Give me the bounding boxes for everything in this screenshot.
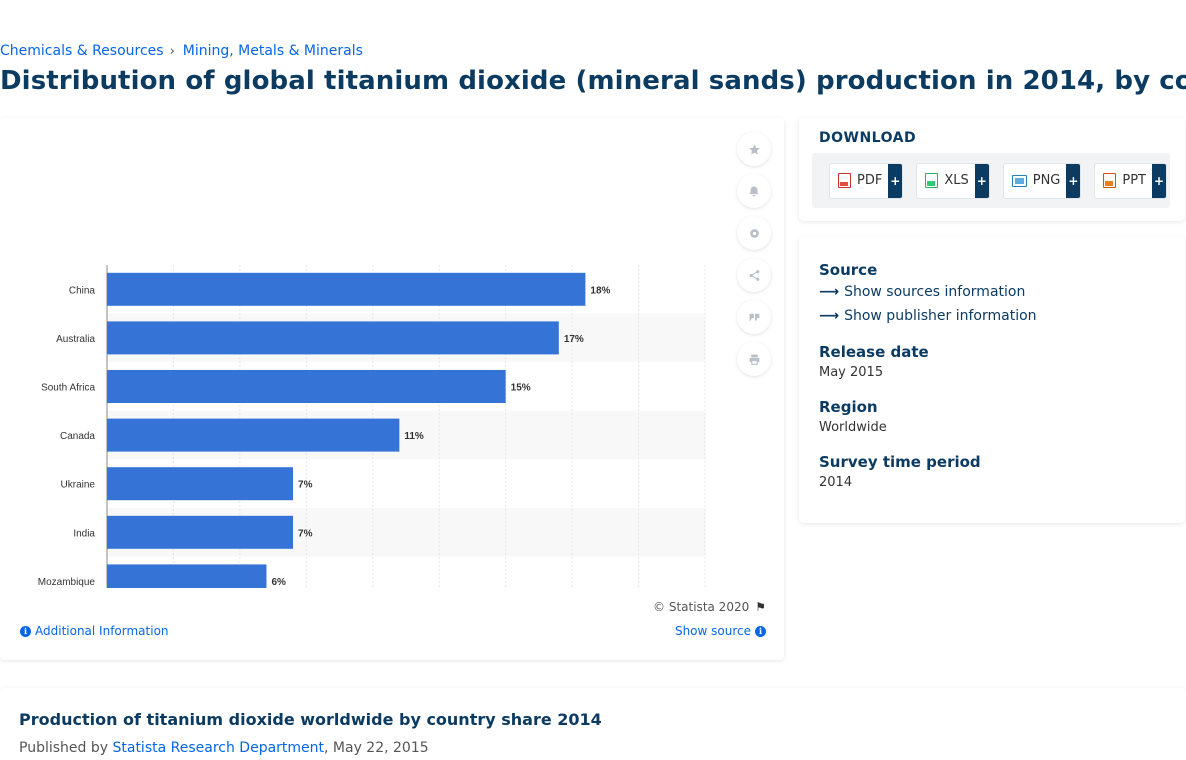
published-by-label: Published by (19, 740, 113, 756)
info-panel: Source ⟶ Show sources information ⟶ Show… (799, 237, 1185, 523)
download-header: DOWNLOAD (819, 130, 917, 146)
bar-mozambique (107, 564, 267, 588)
star-icon[interactable] (737, 132, 771, 166)
region-value: Worldwide (819, 420, 887, 435)
survey-period-value: 2014 (819, 475, 853, 490)
bar-australia (107, 321, 559, 355)
category-label: Canada (60, 431, 95, 442)
release-date-value: May 2015 (819, 365, 884, 380)
png-label: PNG (1032, 173, 1061, 188)
png-plus[interactable]: + (1066, 163, 1081, 198)
data-label: 18% (590, 285, 610, 296)
quote-icon[interactable] (737, 300, 771, 334)
category-label: South Africa (41, 383, 95, 394)
survey-period-heading: Survey time period (819, 453, 981, 471)
flag-icon[interactable]: ⚑ (755, 600, 766, 614)
show-source-label: Show source (674, 624, 751, 638)
footer-panel: Production of titanium dioxide worldwide… (0, 688, 1186, 760)
data-label: 7% (298, 480, 313, 491)
published-by: Published by Statista Research Departmen… (19, 740, 429, 756)
arrow-right-icon: ⟶ (819, 284, 840, 300)
show-source-link[interactable]: Show source i (675, 624, 766, 638)
share-icon[interactable] (737, 258, 771, 292)
additional-info-label: Additional Information (35, 624, 169, 638)
show-sources-link[interactable]: ⟶ Show sources information (819, 284, 1025, 300)
download-png-button[interactable]: PNG + (1002, 162, 1082, 199)
breadcrumb-mining[interactable]: Mining, Metals & Minerals (182, 43, 363, 59)
source-heading: Source (819, 261, 878, 279)
copyright-text: © Statista 2020 (653, 600, 750, 614)
release-date-heading: Release date (819, 343, 929, 361)
chart-panel: China 18% Australia 17% South Africa 15% Canad… (0, 118, 784, 660)
data-label: 6% (271, 577, 286, 588)
download-pdf-button[interactable]: PDF + (829, 162, 904, 199)
region-heading: Region (819, 398, 878, 416)
download-ppt-button[interactable]: PPT + (1094, 162, 1167, 199)
show-publisher-link[interactable]: ⟶ Show publisher information (819, 308, 1037, 324)
bell-icon[interactable] (737, 174, 771, 208)
data-label: 7% (298, 528, 313, 539)
pdf-label: PDF (857, 173, 883, 188)
xls-plus[interactable]: + (974, 163, 989, 198)
download-xls-button[interactable]: XLS + (916, 162, 990, 199)
print-icon[interactable] (737, 342, 771, 376)
png-file-icon (1011, 174, 1027, 187)
download-buttons: PDF + XLS + PNG + PPT + (812, 153, 1170, 208)
bar-ukraine (107, 467, 294, 501)
gear-icon[interactable] (737, 216, 771, 250)
info-icon: i (755, 625, 766, 637)
statista-copyright: © Statista 2020 ⚑ (653, 600, 766, 614)
download-panel: DOWNLOAD PDF + XLS + PNG + PPT + (799, 118, 1185, 221)
author-link[interactable]: Statista Research Department (112, 740, 325, 756)
bar-south-africa (107, 370, 506, 403)
publish-date: , May 22, 2015 (324, 740, 429, 756)
ppt-label: PPT (1122, 173, 1146, 188)
xls-label: XLS (944, 173, 969, 188)
category-label: India (73, 528, 95, 539)
show-publisher-label: Show publisher information (844, 308, 1037, 324)
pdf-plus[interactable]: + (888, 163, 903, 198)
data-label: 17% (564, 334, 584, 345)
bar-chart: China 18% Australia 17% South Africa 15% Canad… (38, 265, 706, 588)
category-label: China (69, 285, 96, 296)
bar-india (107, 515, 294, 549)
additional-info-link[interactable]: i Additional Information (20, 624, 169, 638)
footer-title: Production of titanium dioxide worldwide… (19, 710, 602, 729)
page-title: Distribution of global titanium dioxide … (0, 66, 1186, 96)
breadcrumb-chemicals[interactable]: Chemicals & Resources (0, 43, 164, 59)
category-label: Mozambique (38, 577, 96, 588)
side-toolbar (737, 132, 771, 384)
ppt-plus[interactable]: + (1152, 163, 1166, 198)
arrow-right-icon: ⟶ (819, 308, 840, 324)
ppt-file-icon (1103, 173, 1117, 188)
data-label: 11% (404, 431, 424, 442)
bar-canada (107, 418, 400, 452)
category-label: Ukraine (61, 480, 96, 491)
show-sources-label: Show sources information (844, 284, 1026, 300)
pdf-file-icon (838, 173, 851, 188)
breadcrumb: Chemicals & Resources › Mining, Metals &… (0, 43, 363, 59)
info-icon: i (20, 625, 31, 637)
breadcrumb-separator: › (169, 43, 175, 59)
data-label: 15% (511, 383, 531, 394)
category-label: Australia (56, 334, 95, 345)
bar-china (107, 272, 586, 306)
xls-file-icon (925, 173, 939, 188)
